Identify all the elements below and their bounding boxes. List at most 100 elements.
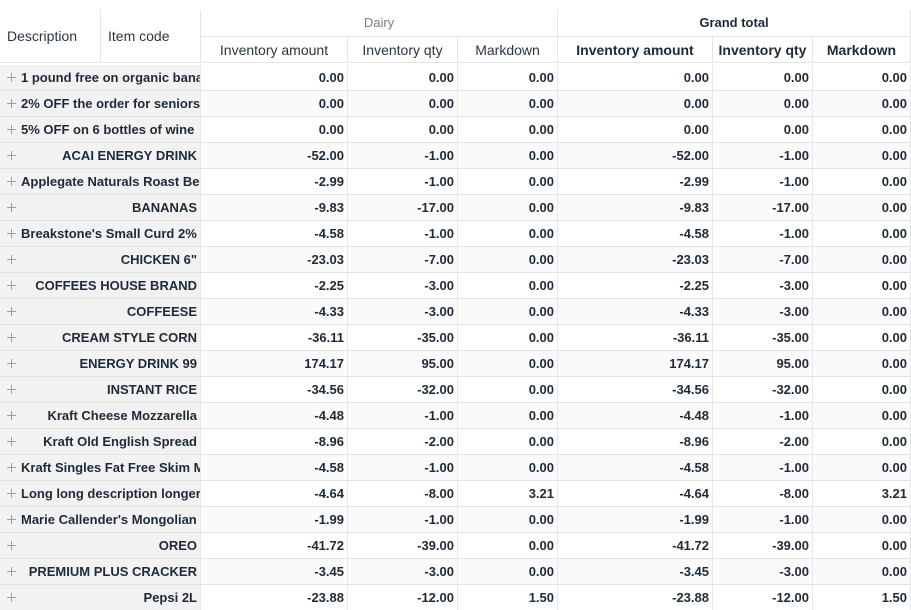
cell-total-inventory-amount[interactable]: -9.83	[558, 195, 713, 221]
cell-dairy-inventory-qty[interactable]: -3.00	[348, 559, 458, 585]
cell-dairy-markdown[interactable]: 3.21	[458, 481, 558, 507]
cell-total-inventory-amount[interactable]: 174.17	[558, 351, 713, 377]
cell-dairy-inventory-qty[interactable]: -39.00	[348, 533, 458, 559]
cell-dairy-inventory-amount[interactable]: -23.88	[201, 585, 348, 610]
cell-dairy-markdown[interactable]: 0.00	[458, 403, 558, 429]
cell-total-inventory-amount[interactable]: -36.11	[558, 325, 713, 351]
cell-dairy-inventory-amount[interactable]: -2.99	[201, 169, 348, 195]
expand-plus-icon[interactable]	[7, 463, 16, 472]
expand-plus-icon[interactable]	[7, 73, 16, 82]
row-header-description[interactable]: Long long description longer	[0, 481, 201, 507]
cell-dairy-inventory-amount[interactable]: 0.00	[201, 117, 348, 143]
expand-plus-icon[interactable]	[7, 177, 16, 186]
cell-dairy-inventory-qty[interactable]: -1.00	[348, 507, 458, 533]
cell-dairy-inventory-qty[interactable]: -1.00	[348, 221, 458, 247]
cell-dairy-inventory-amount[interactable]: -1.99	[201, 507, 348, 533]
cell-total-markdown[interactable]: 0.00	[813, 65, 911, 91]
cell-dairy-markdown[interactable]: 0.00	[458, 195, 558, 221]
cell-dairy-inventory-qty[interactable]: -8.00	[348, 481, 458, 507]
cell-total-markdown[interactable]: 0.00	[813, 455, 911, 481]
cell-total-markdown[interactable]: 0.00	[813, 403, 911, 429]
cell-total-inventory-qty[interactable]: -2.00	[713, 429, 813, 455]
cell-dairy-markdown[interactable]: 0.00	[458, 91, 558, 117]
cell-total-inventory-amount[interactable]: -41.72	[558, 533, 713, 559]
cell-dairy-inventory-qty[interactable]: -7.00	[348, 247, 458, 273]
cell-total-inventory-qty[interactable]: -12.00	[713, 585, 813, 610]
expand-plus-icon[interactable]	[7, 281, 16, 290]
expand-plus-icon[interactable]	[7, 437, 16, 446]
cell-dairy-inventory-amount[interactable]: -4.58	[201, 455, 348, 481]
cell-total-inventory-qty[interactable]: -1.00	[713, 507, 813, 533]
expand-plus-icon[interactable]	[7, 593, 16, 602]
cell-total-markdown[interactable]: 1.50	[813, 585, 911, 610]
cell-dairy-inventory-qty[interactable]: -1.00	[348, 143, 458, 169]
measure-header-markdown[interactable]: Markdown	[458, 37, 558, 63]
cell-total-inventory-qty[interactable]: -1.00	[713, 403, 813, 429]
cell-total-inventory-qty[interactable]: -1.00	[713, 221, 813, 247]
cell-total-inventory-amount[interactable]: -3.45	[558, 559, 713, 585]
expand-plus-icon[interactable]	[7, 333, 16, 342]
cell-dairy-inventory-amount[interactable]: -4.33	[201, 299, 348, 325]
cell-total-inventory-amount[interactable]: -52.00	[558, 143, 713, 169]
cell-total-markdown[interactable]: 0.00	[813, 273, 911, 299]
cell-total-inventory-amount[interactable]: -23.88	[558, 585, 713, 610]
row-header-description[interactable]: COFFEESE	[0, 299, 201, 325]
expand-plus-icon[interactable]	[7, 385, 16, 394]
cell-dairy-markdown[interactable]: 0.00	[458, 221, 558, 247]
cell-dairy-inventory-amount[interactable]: 174.17	[201, 351, 348, 377]
row-header-description[interactable]: CREAM STYLE CORN	[0, 325, 201, 351]
cell-total-inventory-qty[interactable]: -3.00	[713, 273, 813, 299]
cell-total-inventory-qty[interactable]: 0.00	[713, 65, 813, 91]
cell-total-inventory-qty[interactable]: 0.00	[713, 91, 813, 117]
cell-dairy-inventory-amount[interactable]: -41.72	[201, 533, 348, 559]
row-header-description[interactable]: 1 pound free on organic bananas	[0, 65, 201, 91]
row-header-description[interactable]: Pepsi 2L	[0, 585, 201, 610]
cell-dairy-inventory-amount[interactable]: -23.03	[201, 247, 348, 273]
cell-total-inventory-amount[interactable]: 0.00	[558, 65, 713, 91]
cell-total-markdown[interactable]: 0.00	[813, 507, 911, 533]
cell-total-inventory-qty[interactable]: 95.00	[713, 351, 813, 377]
cell-total-markdown[interactable]: 0.00	[813, 91, 911, 117]
cell-total-inventory-amount[interactable]: -4.33	[558, 299, 713, 325]
cell-dairy-markdown[interactable]: 0.00	[458, 299, 558, 325]
cell-total-markdown[interactable]: 3.21	[813, 481, 911, 507]
cell-dairy-markdown[interactable]: 1.50	[458, 585, 558, 610]
expand-plus-icon[interactable]	[7, 255, 16, 264]
cell-dairy-inventory-qty[interactable]: -1.00	[348, 169, 458, 195]
cell-dairy-inventory-amount[interactable]: 0.00	[201, 65, 348, 91]
row-header-description[interactable]: INSTANT RICE	[0, 377, 201, 403]
cell-dairy-markdown[interactable]: 0.00	[458, 325, 558, 351]
cell-dairy-inventory-amount[interactable]: -4.64	[201, 481, 348, 507]
cell-total-inventory-amount[interactable]: -1.99	[558, 507, 713, 533]
measure-header-inventory-qty-total[interactable]: Inventory qty	[713, 37, 813, 63]
cell-dairy-inventory-amount[interactable]: 0.00	[201, 91, 348, 117]
cell-total-inventory-qty[interactable]: -8.00	[713, 481, 813, 507]
expand-plus-icon[interactable]	[7, 125, 16, 134]
cell-dairy-inventory-amount[interactable]: -4.48	[201, 403, 348, 429]
measure-header-markdown-total[interactable]: Markdown	[813, 37, 911, 63]
cell-total-inventory-qty[interactable]: -3.00	[713, 559, 813, 585]
cell-total-markdown[interactable]: 0.00	[813, 429, 911, 455]
cell-dairy-markdown[interactable]: 0.00	[458, 429, 558, 455]
cell-dairy-markdown[interactable]: 0.00	[458, 351, 558, 377]
row-header-description[interactable]: Marie Callender's Mongolian	[0, 507, 201, 533]
cell-total-inventory-qty[interactable]: -35.00	[713, 325, 813, 351]
cell-total-inventory-qty[interactable]: -32.00	[713, 377, 813, 403]
cell-total-inventory-amount[interactable]: -34.56	[558, 377, 713, 403]
cell-total-inventory-amount[interactable]: -4.48	[558, 403, 713, 429]
cell-dairy-inventory-qty[interactable]: 0.00	[348, 65, 458, 91]
measure-header-inventory-qty[interactable]: Inventory qty	[348, 37, 458, 63]
row-header-description[interactable]: 5% OFF on 6 bottles of wine	[0, 117, 201, 143]
cell-total-inventory-amount[interactable]: -4.64	[558, 481, 713, 507]
measure-header-inventory-amount[interactable]: Inventory amount	[201, 37, 348, 63]
cell-total-inventory-amount[interactable]: -23.03	[558, 247, 713, 273]
row-header-description[interactable]: BANANAS	[0, 195, 201, 221]
dimension-header-item-code[interactable]: Item code	[101, 10, 201, 63]
cell-total-inventory-qty[interactable]: -1.00	[713, 143, 813, 169]
row-header-description[interactable]: CHICKEN 6"	[0, 247, 201, 273]
cell-total-markdown[interactable]: 0.00	[813, 117, 911, 143]
cell-dairy-inventory-qty[interactable]: -3.00	[348, 273, 458, 299]
expand-plus-icon[interactable]	[7, 229, 16, 238]
row-header-description[interactable]: COFFEES HOUSE BRAND	[0, 273, 201, 299]
cell-total-inventory-amount[interactable]: 0.00	[558, 91, 713, 117]
